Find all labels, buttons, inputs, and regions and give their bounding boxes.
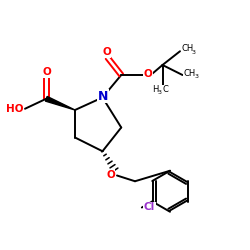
Text: 3: 3 bbox=[194, 74, 198, 79]
Text: Cl: Cl bbox=[144, 202, 155, 212]
Text: CH: CH bbox=[182, 44, 194, 53]
Text: H: H bbox=[152, 85, 158, 94]
Text: 3: 3 bbox=[158, 90, 162, 95]
Text: O: O bbox=[102, 47, 111, 57]
Text: C: C bbox=[162, 85, 168, 94]
Text: 3: 3 bbox=[192, 50, 196, 55]
Text: O: O bbox=[42, 67, 51, 77]
Text: O: O bbox=[106, 170, 115, 179]
Text: N: N bbox=[98, 90, 108, 102]
Text: O: O bbox=[144, 69, 152, 79]
Text: HO: HO bbox=[6, 104, 23, 114]
Polygon shape bbox=[45, 96, 75, 110]
Text: CH: CH bbox=[184, 68, 196, 78]
